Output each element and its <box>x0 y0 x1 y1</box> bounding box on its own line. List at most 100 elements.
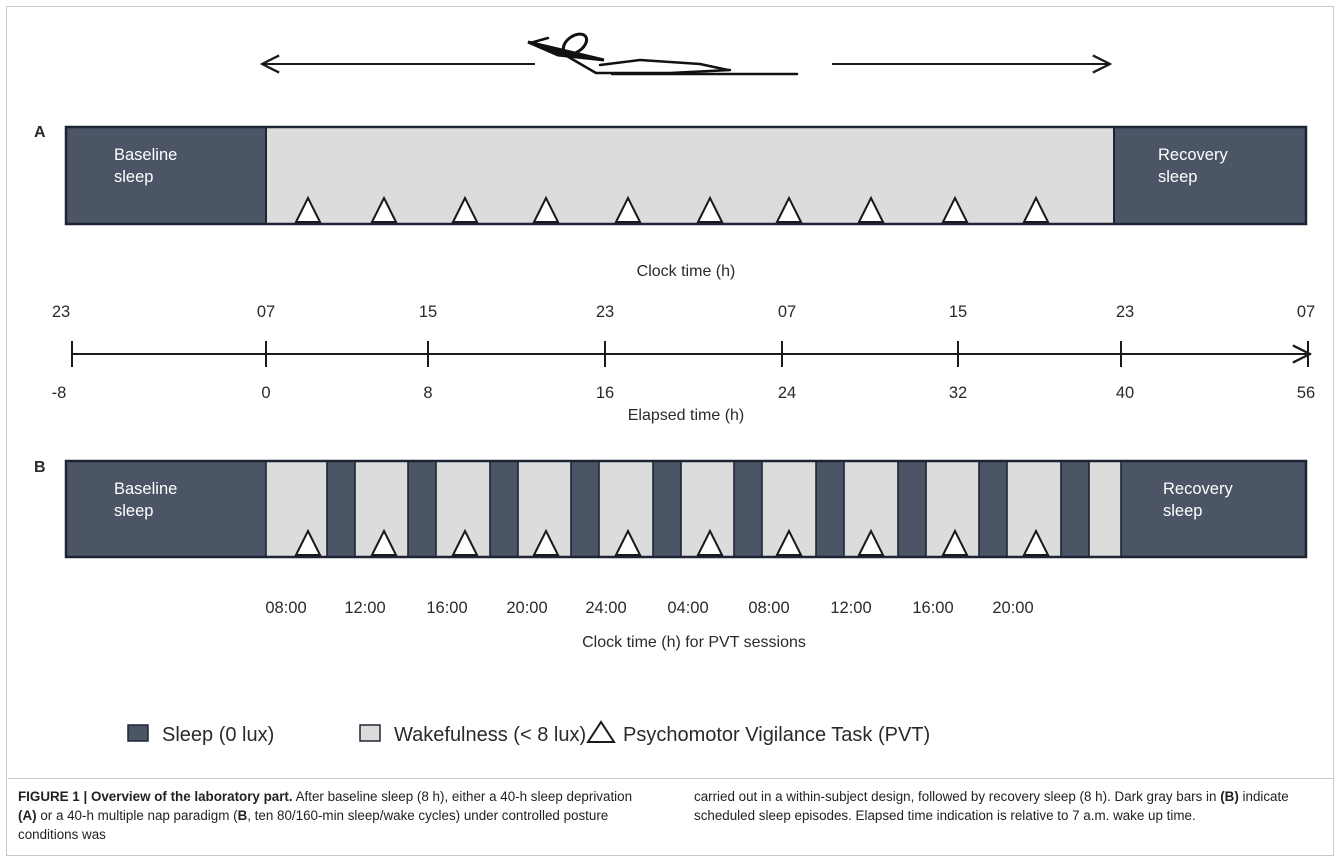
panel-a-pvt-triangle-icon-7 <box>775 195 803 223</box>
diagram: A Baseline sleep Recovery sleep Clock ti… <box>34 32 1316 746</box>
panel-a-recovery-line2: sleep <box>1158 168 1197 186</box>
legend: Sleep (0 lux) Wakefulness (< 8 lux) Psyc… <box>127 720 930 746</box>
panel-b-nap-8 <box>898 461 926 557</box>
clock-time-label: Clock time (h) <box>637 263 736 280</box>
panel-b-pvt-triangle-icon-1 <box>294 528 322 556</box>
panel-b-baseline-sleep <box>66 461 266 557</box>
caption-text-2a: carried out in a within-subject design, … <box>694 789 1221 804</box>
panel-a-pvt-triangle-icon-8 <box>857 195 885 223</box>
clock-tick-label-7: 23 <box>1116 303 1134 321</box>
elapsed-tick-labels: -8 0 8 16 24 32 40 56 <box>52 384 1316 402</box>
panel-a-recovery-sleep <box>1114 127 1306 224</box>
caption-text-1b: or a 40-h multiple nap paradigm ( <box>36 808 238 823</box>
pvt-time-label-3: 16:00 <box>426 599 467 617</box>
panel-a-pvt-triangle-icon-4 <box>532 195 560 223</box>
elapsed-tick-label-1: -8 <box>52 384 67 402</box>
caption-text-1c: , ten 80/160-min sleep/wake cycles) unde… <box>18 808 609 842</box>
panel-b-outline <box>64 459 1308 559</box>
panel-a-pvt-triangle-icon-10 <box>1022 195 1050 223</box>
panel-a-recovery-line1: Recovery <box>1158 146 1228 164</box>
elapsed-tick-label-2: 0 <box>261 384 270 402</box>
pvt-time-label-8: 12:00 <box>830 599 871 617</box>
posture-indicator <box>262 32 1110 76</box>
panel-b-pvt-triangle-icon-9 <box>941 528 969 556</box>
panel-a-baseline-line1: Baseline <box>114 146 177 164</box>
elapsed-tick-label-3: 8 <box>423 384 432 402</box>
panel-a-letter: A <box>34 124 46 141</box>
clock-tick-label-1: 23 <box>52 303 70 321</box>
legend-pvt-triangle-icon <box>586 720 616 743</box>
panel-a-pvt-triangle-icon-2 <box>370 195 398 223</box>
panel-b-nap-10 <box>1061 461 1089 557</box>
pvt-axis-label: Clock time (h) for PVT sessions <box>582 634 806 651</box>
clock-tick-label-6: 15 <box>949 303 967 321</box>
panel-b-pvt-triangle-icon-2 <box>370 528 398 556</box>
caption-ref-a: (A) <box>18 808 37 823</box>
panel-b-pvt-triangle-icon-7 <box>775 528 803 556</box>
panel-b-nap-6 <box>734 461 762 557</box>
panel-a-pvt-triangle-icon-5 <box>614 195 642 223</box>
panel-b-nap-2 <box>408 461 436 557</box>
clock-tick-label-5: 07 <box>778 303 796 321</box>
panel-a-pvt-triangle-icon-6 <box>696 195 724 223</box>
panel-a-wake-bar <box>266 127 1114 224</box>
panel-b-nap-4 <box>571 461 599 557</box>
clock-tick-label-4: 23 <box>596 303 614 321</box>
pvt-time-label-4: 20:00 <box>506 599 547 617</box>
panel-a-baseline-line2: sleep <box>114 168 153 186</box>
elapsed-time-label: Elapsed time (h) <box>628 407 745 424</box>
clock-tick-label-2: 07 <box>257 303 275 321</box>
panel-a-baseline-sleep <box>66 127 266 224</box>
clock-tick-label-3: 15 <box>419 303 437 321</box>
panel-b-nap-7 <box>816 461 844 557</box>
panel-b-nap-9 <box>979 461 1007 557</box>
panel-b-recovery-line1: Recovery <box>1163 480 1233 498</box>
panel-b-pvt-triangle-icon-8 <box>857 528 885 556</box>
pvt-time-labels: 08:00 12:00 16:00 20:00 24:00 04:00 08:00 12:00… <box>265 599 1033 617</box>
panel-a: Baseline sleep Recovery sleep <box>64 125 1308 226</box>
caption-ref-b: B <box>237 808 248 823</box>
caption-ref-b-2: (B) <box>1220 789 1239 804</box>
caption-text-1a: After baseline sleep (8 h), either a 40-… <box>292 789 633 804</box>
clock-tick-label-8: 07 <box>1297 303 1315 321</box>
caption-figure-label: FIGURE 1 | Overview of the laboratory pa… <box>18 789 293 804</box>
panel-b-baseline-line2: sleep <box>114 502 153 520</box>
elapsed-tick-label-7: 40 <box>1116 384 1134 402</box>
panel-a-outline <box>64 125 1308 226</box>
panel-a-pvt-triangle-icon-9 <box>941 195 969 223</box>
panel-b-pvt-markers <box>294 528 1050 556</box>
elapsed-tick-label-4: 16 <box>596 384 614 402</box>
panel-b-nap-5 <box>653 461 681 557</box>
panel-b-pvt-triangle-icon-10 <box>1022 528 1050 556</box>
panel-b-baseline-line1: Baseline <box>114 480 177 498</box>
panel-b-nap-1 <box>327 461 355 557</box>
pvt-time-label-10: 20:00 <box>992 599 1033 617</box>
figure-caption: FIGURE 1 | Overview of the laboratory pa… <box>8 778 1334 854</box>
panel-b-nap-3 <box>490 461 518 557</box>
panel-b-recovery-line2: sleep <box>1163 502 1202 520</box>
pvt-time-label-1: 08:00 <box>265 599 306 617</box>
timeline-ticks <box>71 341 1309 367</box>
figure-frame <box>6 6 1334 856</box>
panel-b-recovery-sleep <box>1121 461 1306 557</box>
legend-wake-label: Wakefulness (< 8 lux) <box>394 724 586 746</box>
panel-b-pvt-triangle-icon-4 <box>532 528 560 556</box>
legend-wake-swatch <box>359 724 381 742</box>
panel-a-pvt-markers <box>294 195 1050 223</box>
panel-b: Baseline sleep Recovery sleep <box>64 459 1308 559</box>
panel-b-letter: B <box>34 459 46 476</box>
pvt-time-label-6: 04:00 <box>667 599 708 617</box>
pvt-time-label-7: 08:00 <box>748 599 789 617</box>
legend-sleep-label: Sleep (0 lux) <box>162 724 274 746</box>
panel-b-pvt-triangle-icon-3 <box>451 528 479 556</box>
pvt-time-label-9: 16:00 <box>912 599 953 617</box>
elapsed-tick-label-5: 24 <box>778 384 796 402</box>
elapsed-tick-label-6: 32 <box>949 384 967 402</box>
legend-pvt-label: Psychomotor Vigilance Task (PVT) <box>623 724 930 746</box>
pvt-time-label-2: 12:00 <box>344 599 385 617</box>
panel-a-pvt-triangle-icon-3 <box>451 195 479 223</box>
panel-b-nap-episodes <box>265 461 1122 557</box>
elapsed-tick-label-8: 56 <box>1297 384 1315 402</box>
panel-b-pvt-triangle-icon-6 <box>696 528 724 556</box>
caption-column-1: FIGURE 1 | Overview of the laboratory pa… <box>18 787 650 854</box>
